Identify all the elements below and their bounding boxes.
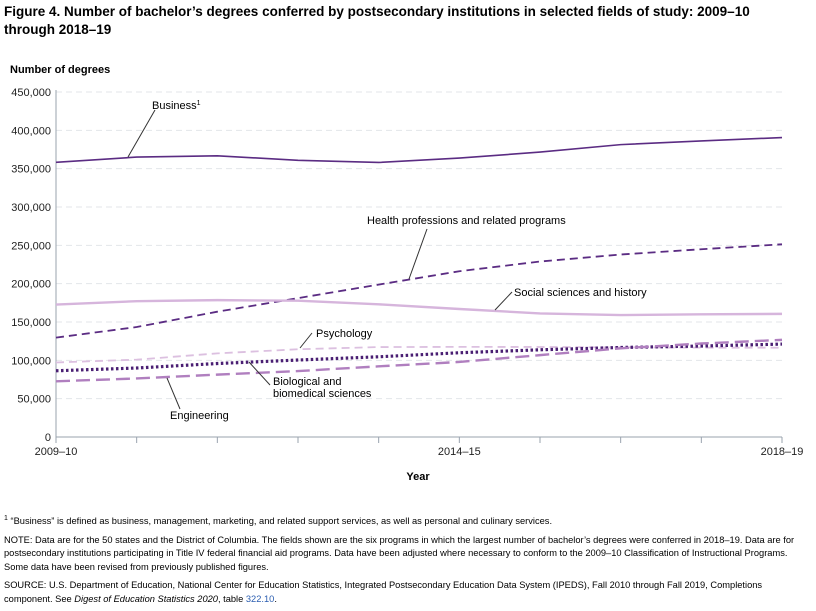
x-tick-label: 2018–19: [761, 446, 804, 458]
x-tick-label: 2014–15: [438, 446, 481, 458]
leader-social: [494, 291, 513, 311]
label-health: Health professions and related programs: [367, 215, 566, 227]
source-text: SOURCE: U.S. Department of Education, Na…: [4, 580, 763, 604]
label-engineering: Engineering: [170, 410, 229, 422]
label-social: Social sciences and history: [514, 287, 647, 299]
chart-title: Figure 4. Number of bachelor’s degrees c…: [4, 4, 750, 37]
y-tick-label: 50,000: [17, 394, 51, 406]
footnote: 1 “Business” is defined as business, man…: [4, 515, 553, 527]
y-tick-label: 400,000: [11, 125, 51, 137]
label-bio-2: biomedical sciences: [273, 388, 372, 400]
leader-eng: [166, 377, 181, 410]
x-axis-label: Year: [406, 471, 430, 483]
y-tick-label: 150,000: [11, 317, 51, 329]
leader-business: [127, 109, 156, 158]
leader-bio: [248, 361, 271, 386]
table-link[interactable]: 322.10: [245, 593, 275, 604]
label-psychology: Psychology: [316, 328, 373, 340]
leader-health: [408, 228, 428, 280]
x-tick-label: 2009–10: [35, 446, 78, 458]
y-tick-label: 250,000: [11, 240, 51, 252]
label-bio-1: Biological and: [273, 376, 342, 388]
y-tick-label: 200,000: [11, 279, 51, 291]
series-line-health-professions-and-related-programs: [55, 243, 783, 339]
note-text: NOTE: Data are for the 50 states and the…: [4, 534, 795, 572]
y-tick-label: 300,000: [11, 202, 51, 214]
series-line-engineering: [55, 338, 783, 383]
y-tick-label: 100,000: [11, 355, 51, 367]
y-tick-label: 350,000: [11, 164, 51, 176]
y-axis-label: Number of degrees: [10, 64, 111, 76]
line-chart: 0 50,000 100,000 150,000 200,000 250,000 300,0…: [11, 87, 804, 483]
leader-psych: [299, 332, 313, 349]
notes: 1 “Business” is defined as business, man…: [4, 512, 812, 611]
y-tick-label: 450,000: [11, 87, 51, 99]
series-line-social-sciences-and-history: [55, 298, 783, 317]
label-business: Business1: [152, 100, 201, 112]
y-tick-label: 0: [45, 432, 51, 444]
series-line-business: [55, 136, 783, 164]
